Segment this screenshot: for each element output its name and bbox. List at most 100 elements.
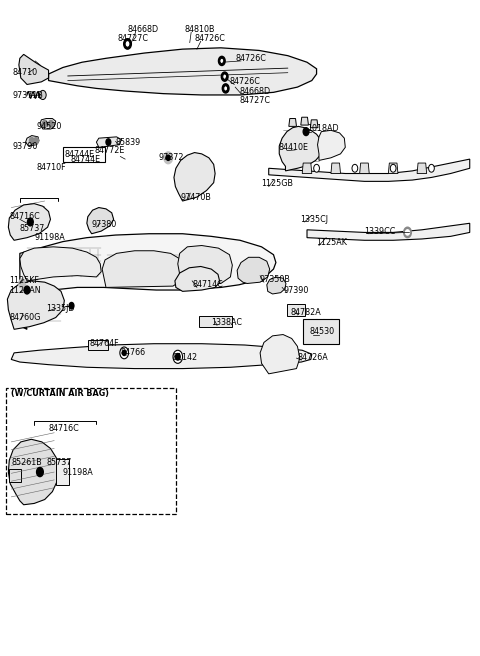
Text: 84726C: 84726C (194, 34, 226, 43)
Circle shape (36, 468, 43, 477)
Text: 85839: 85839 (116, 138, 141, 146)
Polygon shape (388, 163, 398, 173)
Polygon shape (7, 281, 64, 329)
Text: 84668D: 84668D (128, 25, 159, 34)
Circle shape (220, 58, 224, 64)
Text: 1018AD: 1018AD (307, 125, 338, 134)
Text: 1125KF: 1125KF (9, 276, 39, 285)
Text: 84726A: 84726A (298, 353, 328, 362)
Circle shape (406, 230, 409, 235)
Text: (W/CURTAIN AIR BAG): (W/CURTAIN AIR BAG) (11, 389, 109, 398)
Circle shape (404, 227, 411, 237)
Polygon shape (174, 153, 215, 201)
Circle shape (314, 165, 320, 173)
Circle shape (19, 279, 25, 288)
Circle shape (221, 72, 228, 81)
Text: 81142: 81142 (173, 353, 198, 362)
Text: 84764F: 84764F (89, 339, 119, 348)
Text: 85737: 85737 (20, 224, 45, 233)
Polygon shape (19, 54, 48, 85)
Text: 97372: 97372 (158, 154, 184, 162)
Polygon shape (311, 120, 318, 128)
Text: 1338AC: 1338AC (211, 318, 242, 327)
Circle shape (223, 74, 227, 79)
Text: 1335JD: 1335JD (46, 304, 75, 313)
Polygon shape (25, 136, 39, 146)
Polygon shape (318, 131, 345, 161)
Circle shape (164, 152, 172, 164)
Text: 84714C: 84714C (192, 280, 223, 289)
Text: 97371B: 97371B (12, 91, 44, 100)
Polygon shape (48, 48, 317, 95)
Text: 93790: 93790 (12, 142, 38, 150)
Polygon shape (267, 277, 286, 294)
Bar (303, 319, 339, 344)
Circle shape (390, 165, 396, 173)
Circle shape (303, 128, 309, 136)
Circle shape (122, 350, 126, 356)
Text: 1125GB: 1125GB (262, 180, 294, 188)
Circle shape (24, 286, 30, 294)
Circle shape (106, 139, 111, 146)
Text: 84726C: 84726C (229, 77, 260, 87)
Polygon shape (289, 119, 297, 127)
Polygon shape (237, 257, 270, 283)
Text: 85737: 85737 (46, 458, 72, 466)
Text: 1339CC: 1339CC (364, 226, 396, 236)
Text: 1125AK: 1125AK (317, 238, 348, 247)
Text: 91198A: 91198A (34, 233, 65, 242)
Text: 97390: 97390 (283, 285, 309, 295)
Text: 84744E: 84744E (70, 155, 100, 163)
Text: 1335CJ: 1335CJ (300, 215, 328, 224)
Circle shape (120, 347, 129, 359)
Polygon shape (96, 137, 121, 148)
Text: 94520: 94520 (36, 122, 62, 131)
Bar (287, 304, 305, 316)
Text: 1125AN: 1125AN (9, 285, 41, 295)
Circle shape (29, 138, 34, 144)
Circle shape (124, 39, 132, 49)
Polygon shape (8, 203, 50, 240)
Text: 84727C: 84727C (240, 96, 271, 105)
Text: 84810B: 84810B (185, 25, 216, 34)
Polygon shape (178, 245, 232, 285)
Circle shape (166, 155, 170, 161)
Text: 84744E: 84744E (65, 150, 95, 159)
Text: 84668D: 84668D (240, 87, 271, 96)
Text: 84716C: 84716C (9, 213, 40, 221)
Text: 84760G: 84760G (9, 313, 41, 322)
Text: 84772E: 84772E (94, 146, 124, 155)
Bar (199, 316, 232, 327)
Polygon shape (279, 127, 323, 171)
Circle shape (224, 86, 228, 91)
Polygon shape (301, 117, 309, 125)
Text: 84710F: 84710F (36, 163, 66, 172)
Bar (88, 340, 108, 350)
Circle shape (27, 218, 33, 226)
Polygon shape (15, 234, 276, 329)
Text: 84410E: 84410E (278, 144, 308, 152)
Polygon shape (260, 335, 300, 374)
Bar (56, 459, 69, 485)
Polygon shape (8, 440, 58, 504)
Bar (9, 470, 21, 483)
Text: 84766: 84766 (120, 348, 145, 358)
Polygon shape (40, 119, 56, 129)
Circle shape (125, 41, 130, 47)
Circle shape (69, 302, 74, 309)
Text: 85261B: 85261B (11, 458, 42, 466)
Polygon shape (331, 163, 340, 173)
Circle shape (34, 138, 38, 144)
Circle shape (352, 165, 358, 173)
Circle shape (39, 91, 46, 100)
Text: 84530: 84530 (310, 327, 335, 337)
Polygon shape (417, 163, 427, 173)
Polygon shape (87, 207, 114, 234)
Circle shape (173, 350, 182, 363)
Text: 97380: 97380 (92, 220, 117, 229)
Polygon shape (102, 251, 185, 287)
Circle shape (222, 84, 229, 93)
Text: 91198A: 91198A (63, 468, 94, 476)
Text: 84782A: 84782A (290, 308, 321, 317)
Text: 84710: 84710 (12, 68, 38, 77)
